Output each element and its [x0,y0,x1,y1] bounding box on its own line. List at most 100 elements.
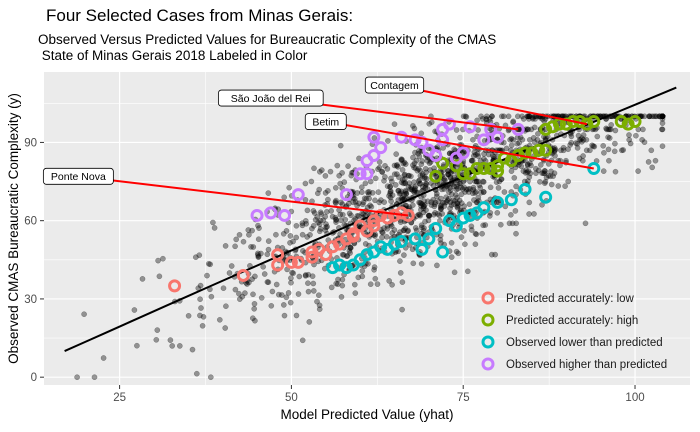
data-point [418,203,424,209]
data-point [580,153,586,159]
data-point-high [614,115,628,129]
data-point [603,125,609,132]
data-point [426,160,433,166]
data-point [525,161,531,168]
data-point [265,238,272,244]
data-point-higher [367,148,381,162]
data-point-higher [374,141,388,155]
data-point [383,233,390,240]
data-point [323,224,329,231]
data-point-high [491,164,505,178]
data-point [384,166,391,172]
data-point [612,140,618,147]
data-point [454,203,461,210]
data-point [657,113,663,120]
data-point [555,183,562,189]
data-point [454,204,461,211]
data-point [268,302,275,309]
data-point [611,148,618,155]
data-point [530,135,537,141]
data-point-lower [408,232,422,246]
data-point [626,132,632,138]
data-point [316,221,323,227]
data-point [408,186,415,193]
data-point [354,190,361,196]
data-point [406,172,412,179]
data-point [302,218,309,224]
data-point [483,113,490,120]
data-point-higher [463,120,477,134]
data-point-higher [353,167,367,181]
data-point [410,123,416,129]
data-point [498,176,505,182]
data-point [416,177,423,183]
data-point [285,290,292,296]
data-point [318,211,325,217]
data-point [465,189,472,195]
data-point-low [284,255,298,269]
data-point [573,140,579,146]
data-point [646,113,653,120]
data-point [448,202,455,208]
data-point [542,168,548,174]
data-point [473,178,480,185]
data-point [568,133,575,140]
data-point [652,113,659,120]
data-point [415,211,422,218]
data-point-higher [394,130,408,144]
data-point [378,197,384,203]
data-point [185,312,192,319]
data-point [489,113,495,120]
data-point [470,153,477,159]
data-point [627,140,634,147]
data-point [527,136,533,143]
data-point [423,181,430,187]
data-point [434,211,441,217]
data-point [659,113,666,120]
data-point-high [429,169,443,183]
data-point [348,212,354,219]
data-point [513,230,519,237]
data-point [560,144,567,151]
data-point [249,276,255,283]
data-point [419,158,426,164]
data-point [359,273,366,280]
data-point [464,268,471,275]
annotation-box [364,76,425,94]
data-point [387,188,394,195]
data-point [228,263,235,269]
data-point [374,281,381,287]
data-point [208,293,215,300]
data-point [347,244,354,251]
data-point [468,227,475,233]
data-point [249,315,256,322]
data-point [503,145,510,152]
data-point [338,294,345,300]
data-point [534,136,541,143]
data-point [325,187,331,194]
data-point [567,142,574,148]
data-point [437,203,444,210]
data-point [538,162,544,168]
chart-subtitle-line: Observed Versus Predicted Values for Bur… [38,32,497,47]
data-point [530,116,536,122]
annotation-label: Betim [312,116,339,128]
data-point [507,136,513,143]
data-point [478,113,484,120]
data-point [510,119,516,126]
data-point [391,171,398,177]
data-point [509,220,516,227]
data-point [472,178,479,185]
data-point [527,170,534,177]
data-point [659,113,666,120]
data-point [302,180,309,187]
data-point [251,300,258,307]
data-point [427,167,433,173]
data-point [659,126,666,133]
data-point [416,148,422,154]
data-point [412,225,419,231]
data-point-higher [491,130,505,144]
data-point [308,178,315,185]
data-point [453,248,460,255]
data-point [351,281,358,288]
